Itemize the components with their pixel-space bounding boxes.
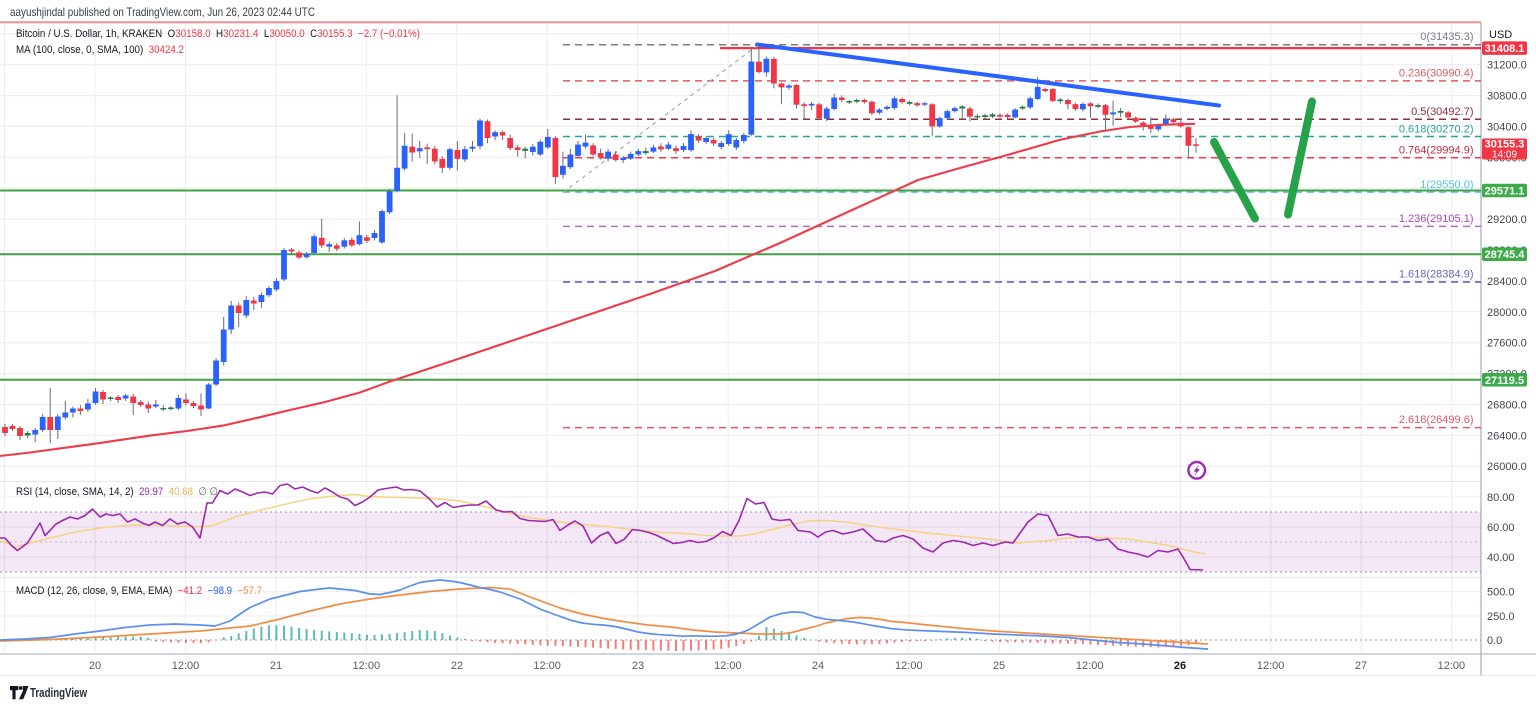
- svg-text:12:00: 12:00: [353, 660, 381, 672]
- svg-text:12:00: 12:00: [1257, 660, 1285, 672]
- svg-text:MACD (12, 26, close, 9, EMA, E: MACD (12, 26, close, 9, EMA, EMA) −41.2 …: [16, 585, 262, 597]
- svg-text:0.0: 0.0: [1487, 635, 1502, 647]
- svg-text:27: 27: [1355, 660, 1367, 672]
- svg-text:31200.0: 31200.0: [1487, 60, 1527, 72]
- svg-text:24: 24: [812, 660, 824, 672]
- svg-text:0.764(29994.9): 0.764(29994.9): [1399, 144, 1474, 156]
- svg-text:22: 22: [451, 660, 463, 672]
- svg-text:28000.0: 28000.0: [1487, 307, 1527, 319]
- svg-text:21: 21: [270, 660, 282, 672]
- svg-text:28400.0: 28400.0: [1487, 276, 1527, 288]
- svg-text:0.5(30492.7): 0.5(30492.7): [1411, 106, 1473, 118]
- svg-text:26800.0: 26800.0: [1487, 399, 1527, 411]
- svg-text:0.236(30990.4): 0.236(30990.4): [1399, 67, 1474, 79]
- svg-text:27119.5: 27119.5: [1485, 375, 1524, 387]
- svg-text:26400.0: 26400.0: [1487, 430, 1527, 442]
- svg-text:12:00: 12:00: [714, 660, 742, 672]
- svg-text:250.0: 250.0: [1487, 611, 1515, 623]
- svg-text:12:00: 12:00: [533, 660, 561, 672]
- svg-text:1(29550.0): 1(29550.0): [1420, 179, 1473, 191]
- svg-text:TradingView: TradingView: [30, 685, 88, 700]
- svg-text:500.0: 500.0: [1487, 587, 1515, 599]
- svg-text:2.618(26499.6): 2.618(26499.6): [1399, 414, 1474, 426]
- svg-text:30800.0: 30800.0: [1487, 91, 1527, 103]
- svg-text:12:00: 12:00: [895, 660, 923, 672]
- svg-text:0.618(30270.2): 0.618(30270.2): [1399, 123, 1474, 135]
- svg-text:26000.0: 26000.0: [1487, 461, 1527, 473]
- svg-text:1.618(28384.9): 1.618(28384.9): [1399, 269, 1474, 281]
- svg-text:27600.0: 27600.0: [1487, 338, 1527, 350]
- svg-text:14:09: 14:09: [1492, 150, 1517, 161]
- svg-text:30155.3: 30155.3: [1485, 139, 1525, 151]
- svg-text:USD: USD: [1489, 29, 1512, 41]
- svg-text:29571.1: 29571.1: [1485, 186, 1525, 198]
- svg-text:aayushjindal published on Trad: aayushjindal published on TradingView.co…: [10, 5, 315, 19]
- svg-text:60.00: 60.00: [1487, 522, 1515, 534]
- svg-text:30400.0: 30400.0: [1487, 121, 1527, 133]
- svg-text:0(31435.3): 0(31435.3): [1420, 31, 1473, 43]
- svg-text:1.236(29105.1): 1.236(29105.1): [1399, 213, 1474, 225]
- svg-text:MA (100, close, 0, SMA, 100): MA (100, close, 0, SMA, 100) 30424.2: [16, 44, 184, 56]
- svg-text:12:00: 12:00: [1438, 660, 1466, 672]
- svg-text:26: 26: [1174, 660, 1186, 672]
- svg-text:31408.1: 31408.1: [1485, 43, 1525, 55]
- svg-text:80.00: 80.00: [1487, 492, 1515, 504]
- svg-text:Bitcoin / U.S. Dollar, 1h, KRA: Bitcoin / U.S. Dollar, 1h, KRAKEN O30158…: [16, 28, 420, 40]
- svg-text:RSI (14, close, SMA, 14, 2) 2: RSI (14, close, SMA, 14, 2) 29.97 40.68 …: [16, 486, 218, 498]
- svg-text:25: 25: [993, 660, 1005, 672]
- svg-text:20: 20: [89, 660, 101, 672]
- svg-text:28745.4: 28745.4: [1485, 249, 1526, 261]
- svg-text:12:00: 12:00: [172, 660, 200, 672]
- svg-text:29200.0: 29200.0: [1487, 214, 1527, 226]
- svg-text:12:00: 12:00: [1076, 660, 1104, 672]
- svg-text:23: 23: [632, 660, 644, 672]
- svg-text:40.00: 40.00: [1487, 552, 1515, 564]
